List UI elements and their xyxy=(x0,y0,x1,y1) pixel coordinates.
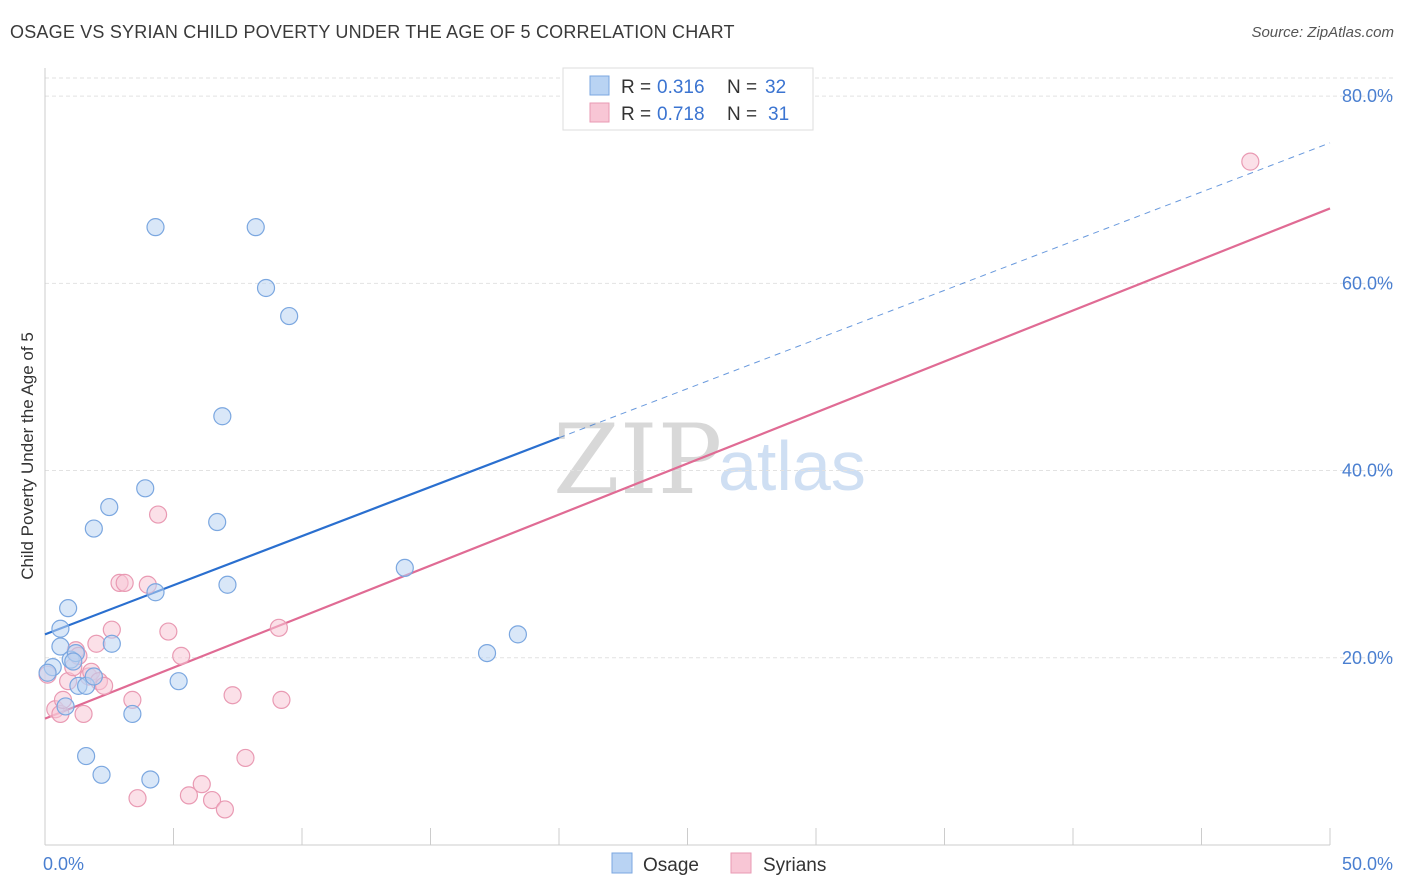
osage-point xyxy=(56,697,75,716)
legend-swatch-osage xyxy=(589,75,610,96)
osage-point xyxy=(100,497,119,517)
osage-point xyxy=(395,558,414,578)
osage-point xyxy=(280,306,299,326)
x-ticks xyxy=(44,828,1331,845)
x-tick-label-max: 50.0% xyxy=(1342,854,1393,874)
syrians-point xyxy=(223,686,242,705)
watermark-atlas: atlas xyxy=(718,427,866,505)
source-label: Source: ZipAtlas.com xyxy=(1251,24,1394,41)
osage-trend-line xyxy=(44,436,560,636)
osage-point xyxy=(84,519,103,538)
osage-point xyxy=(169,672,188,691)
y-tick-label: 20.0% xyxy=(1342,648,1393,668)
y-tick-label: 60.0% xyxy=(1342,273,1393,293)
osage-point xyxy=(208,512,227,532)
syrians-point xyxy=(179,786,199,805)
fit-lines xyxy=(44,142,1331,720)
bottom-legend-swatch-osage xyxy=(611,852,633,874)
osage-point xyxy=(256,278,276,298)
osage-point xyxy=(38,663,57,682)
osage-point xyxy=(64,652,83,671)
osage-point xyxy=(141,770,160,789)
bottom-legend-swatch-syrians xyxy=(730,852,752,874)
syrians-point xyxy=(87,634,106,653)
legend-r-value-osage: 0.316 xyxy=(657,77,705,98)
syrians-point xyxy=(272,690,291,709)
legend-n-value-syrians: 31 xyxy=(768,104,789,125)
syrians-point xyxy=(74,704,93,724)
syrians-trend-line xyxy=(44,207,1331,720)
bottom-legend-label-osage: Osage xyxy=(643,855,699,876)
syrians-point xyxy=(192,775,211,794)
syrians-point xyxy=(115,573,134,592)
y-tick-label: 40.0% xyxy=(1342,461,1393,481)
osage-point xyxy=(51,637,70,656)
osage-point xyxy=(77,746,96,766)
osage-point xyxy=(246,218,265,237)
y-tick-labels: 20.0% 40.0% 60.0% 80.0% xyxy=(1342,86,1393,668)
x-tick-label-min: 0.0% xyxy=(43,854,84,874)
syrians-point xyxy=(172,646,191,665)
legend-n-label-osage: N = xyxy=(727,77,757,98)
y-tick-label: 80.0% xyxy=(1342,86,1393,106)
chart-title: OSAGE VS SYRIAN CHILD POVERTY UNDER THE … xyxy=(10,22,735,42)
legend-r-label-osage: R = xyxy=(621,77,651,98)
osage-point xyxy=(123,704,142,724)
osage-point xyxy=(213,407,232,426)
osage-points xyxy=(38,218,527,789)
osage-point xyxy=(146,583,165,602)
legend: R = 0.316 N = 32 R = 0.718 N = 31 xyxy=(562,67,814,131)
syrians-point xyxy=(202,790,222,810)
osage-point xyxy=(146,218,165,237)
osage-point xyxy=(51,619,70,638)
syrians-point xyxy=(236,748,255,768)
syrians-point xyxy=(1241,152,1260,171)
syrians-point xyxy=(148,505,168,524)
legend-n-label-syrians: N = xyxy=(727,104,757,125)
syrians-point xyxy=(159,622,178,641)
grid-lines xyxy=(45,77,1393,659)
bottom-legend: Osage Syrians xyxy=(611,852,826,876)
osage-point xyxy=(136,479,155,498)
osage-point xyxy=(477,643,497,663)
syrians-point xyxy=(128,789,147,808)
syrians-point xyxy=(215,800,234,819)
syrians-point xyxy=(269,618,288,637)
legend-n-value-osage: 32 xyxy=(765,77,786,98)
osage-point xyxy=(218,575,237,594)
y-axis-label: Child Poverty Under the Age of 5 xyxy=(18,332,37,580)
osage-point xyxy=(92,765,111,784)
legend-r-label-syrians: R = xyxy=(621,104,651,125)
legend-r-value-syrians: 0.718 xyxy=(657,104,705,125)
legend-swatch-syrians xyxy=(589,102,610,123)
osage-point xyxy=(59,599,78,618)
bottom-legend-label-syrians: Syrians xyxy=(763,855,826,876)
osage-point xyxy=(102,634,121,653)
osage-trend-extension xyxy=(558,142,1331,439)
osage-point xyxy=(508,625,527,644)
osage-point xyxy=(84,667,103,686)
